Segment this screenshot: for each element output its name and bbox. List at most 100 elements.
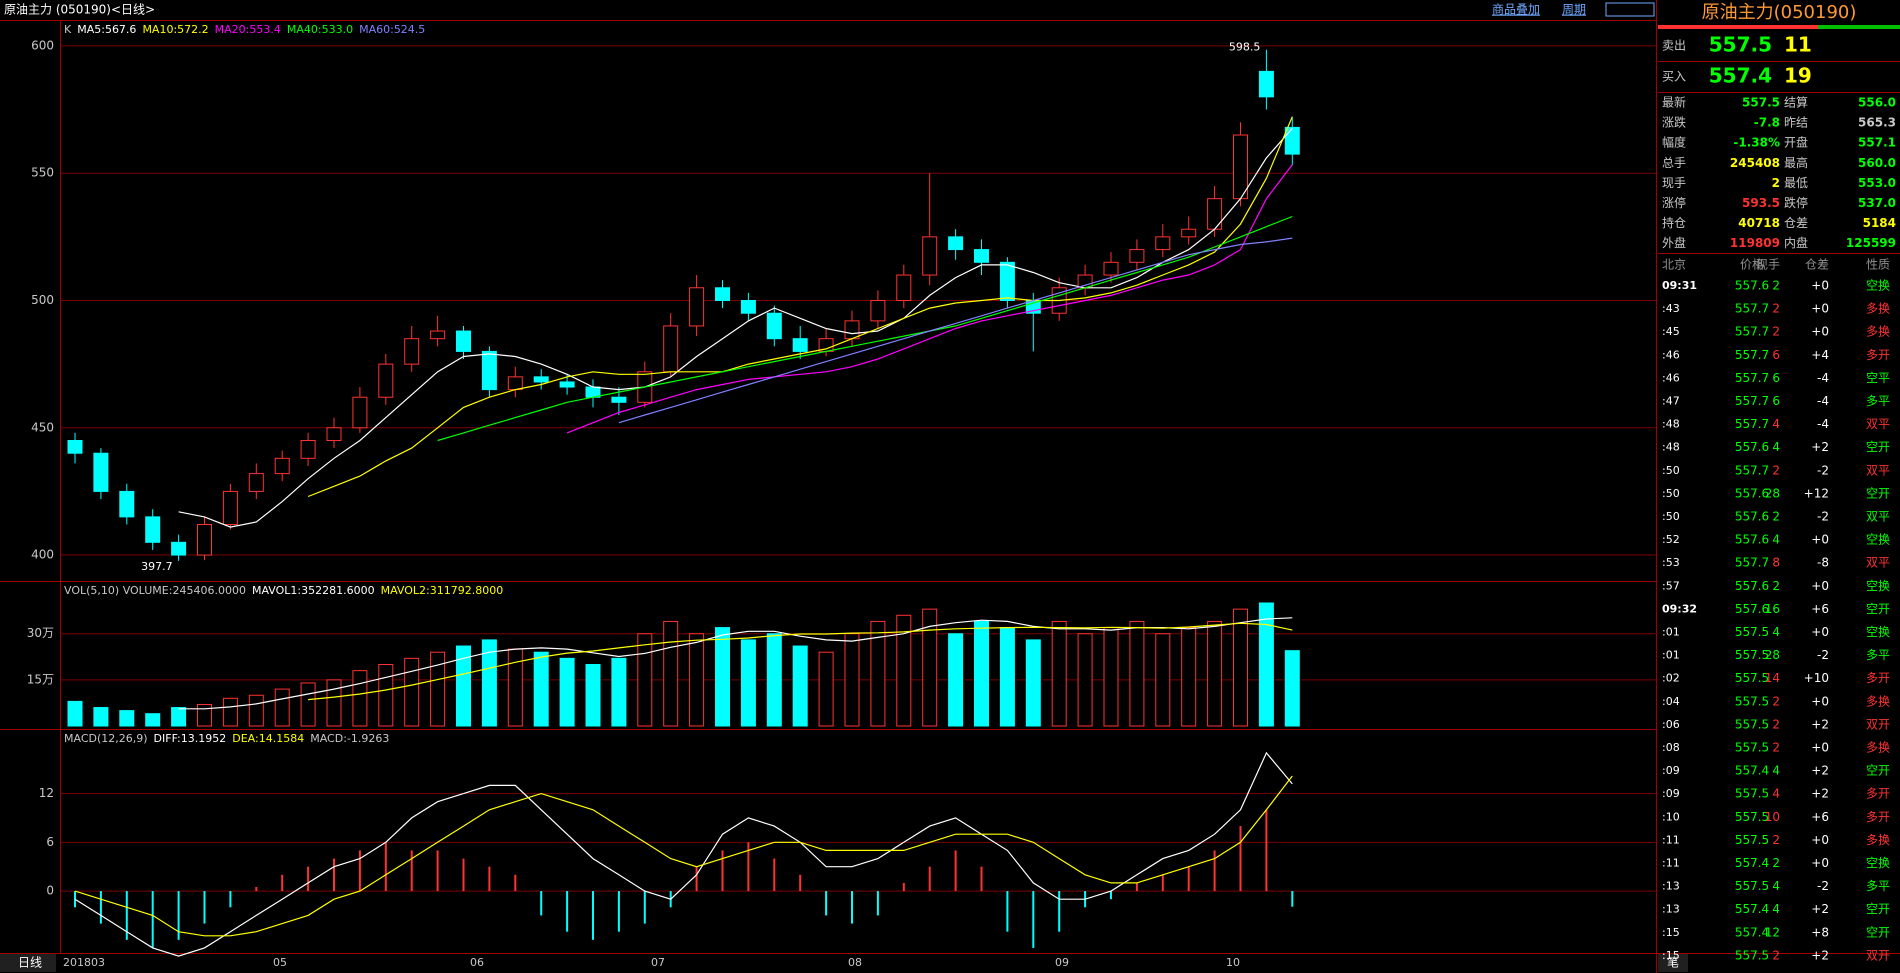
tick-time: 09:31 [1662, 279, 1697, 292]
volume-bar [974, 620, 989, 727]
stat-label: 结算 [1784, 95, 1808, 110]
volume-bar [689, 633, 705, 727]
legend-item: MAVOL2:311792.8000 [381, 584, 504, 597]
tick-time: :13 [1662, 903, 1680, 916]
tick-nature: 多换 [1866, 741, 1890, 755]
candle-body [119, 490, 135, 518]
tick-change: +6 [1811, 810, 1829, 824]
tick-nature: 双开 [1866, 717, 1890, 731]
tick-price: 557.6 [1735, 579, 1769, 593]
tick-volume: 6 [1772, 371, 1780, 385]
x-tick-label: 06 [470, 956, 484, 969]
stat-value: 40718 [1738, 216, 1780, 230]
tick-price: 557.5 [1735, 948, 1769, 962]
window-buttons[interactable] [1605, 2, 1655, 17]
tick-price: 557.4 [1735, 764, 1769, 778]
tick-nature: 双平 [1866, 417, 1890, 431]
tick-volume: 2 [1772, 510, 1780, 524]
tick-nature: 双平 [1866, 463, 1890, 477]
low-annotation: 397.7 [141, 560, 173, 573]
line-series [437, 215, 1293, 442]
candle-body [896, 274, 912, 301]
tick-volume: 2 [1772, 833, 1780, 847]
tick-change: -4 [1817, 394, 1829, 408]
period-label[interactable]: 日线 [18, 956, 42, 970]
stat-label: 跌停 [1784, 195, 1808, 210]
tick-time: :57 [1662, 579, 1680, 592]
volume-bar [559, 657, 575, 727]
volume-bar [326, 679, 342, 727]
stat-label: 持仓 [1662, 215, 1686, 230]
tick-nature: 多开 [1866, 810, 1890, 824]
volume-bar [197, 703, 212, 727]
tick-time: :43 [1662, 302, 1680, 315]
ask-volume: 11 [1784, 33, 1812, 57]
tab[interactable] [1658, 954, 1688, 972]
tick-change: -4 [1817, 371, 1829, 385]
tick-price: 557.7 [1735, 325, 1769, 339]
tick-change: +2 [1811, 948, 1829, 962]
tick-price: 557.6 [1735, 510, 1769, 524]
legend-item: MA20:553.4 [215, 23, 281, 36]
stat-value: 560.0 [1858, 156, 1896, 170]
stat-label: 最低 [1784, 176, 1808, 190]
link[interactable]: 商品叠加 [1492, 2, 1540, 17]
tick-price: 557.7 [1735, 371, 1769, 385]
period-tab[interactable] [0, 954, 56, 972]
tick-change: -2 [1817, 510, 1829, 524]
tick-change: +6 [1811, 602, 1829, 616]
bid-volume: 19 [1784, 64, 1812, 88]
tick-volume: 2 [1772, 579, 1780, 593]
volume-bar [1284, 650, 1300, 727]
tick-volume: 2 [1772, 325, 1780, 339]
tick-volume: 10 [1765, 810, 1780, 824]
volume-bar [896, 614, 912, 727]
tick-nature: 多平 [1866, 879, 1890, 893]
tick-time: :01 [1662, 626, 1680, 639]
tick-time: :01 [1662, 649, 1680, 662]
tick-volume: 6 [1772, 394, 1780, 408]
volume-bar [533, 651, 549, 727]
tick-volume: 4 [1772, 764, 1780, 778]
tick-time: :09 [1662, 787, 1680, 800]
tick-time: :48 [1662, 441, 1680, 454]
tick-change: -8 [1817, 556, 1829, 570]
line-series [308, 622, 1293, 701]
tick-time: :50 [1662, 510, 1680, 523]
tick-volume: 8 [1772, 556, 1780, 570]
candle-body [378, 363, 394, 398]
tick-price: 557.6 [1735, 486, 1769, 500]
tick-volume: 4 [1772, 417, 1780, 431]
tick-price: 557.4 [1735, 925, 1769, 939]
volume-bar [119, 710, 135, 727]
candle-body [948, 236, 964, 251]
tick-volume: 2 [1772, 302, 1780, 316]
tick-time: :09 [1662, 764, 1680, 777]
x-tick-label: 201803 [63, 956, 105, 969]
tick-nature: 双开 [1866, 948, 1890, 962]
tick-price: 557.6 [1735, 279, 1769, 293]
tick-time: :52 [1662, 533, 1680, 546]
tick-change: -2 [1817, 648, 1829, 662]
tab-label[interactable]: 笔 [1667, 955, 1679, 970]
stat-value: 556.0 [1858, 96, 1896, 110]
volume-bar [585, 663, 601, 727]
tick-price: 557.5 [1735, 810, 1769, 824]
stat-value: 593.5 [1742, 196, 1780, 210]
stat-label: 外盘 [1662, 235, 1686, 250]
tick-time: :10 [1662, 810, 1680, 823]
volume-bar [999, 627, 1015, 727]
volume-bar [1207, 620, 1223, 727]
x-tick-label: 05 [273, 956, 287, 969]
tick-price: 557.7 [1735, 302, 1769, 316]
tick-volume: 4 [1772, 625, 1780, 639]
x-tick-label: 09 [1055, 956, 1069, 969]
stat-label: 开盘 [1784, 135, 1808, 150]
stat-label: 现手 [1662, 176, 1686, 190]
tick-change: +0 [1811, 694, 1829, 708]
tick-change: -2 [1817, 879, 1829, 893]
candle-body [222, 490, 238, 526]
tick-price: 557.4 [1735, 856, 1769, 870]
link[interactable]: 周期 [1562, 3, 1586, 17]
legend-item: MACD:-1.9263 [310, 732, 389, 745]
